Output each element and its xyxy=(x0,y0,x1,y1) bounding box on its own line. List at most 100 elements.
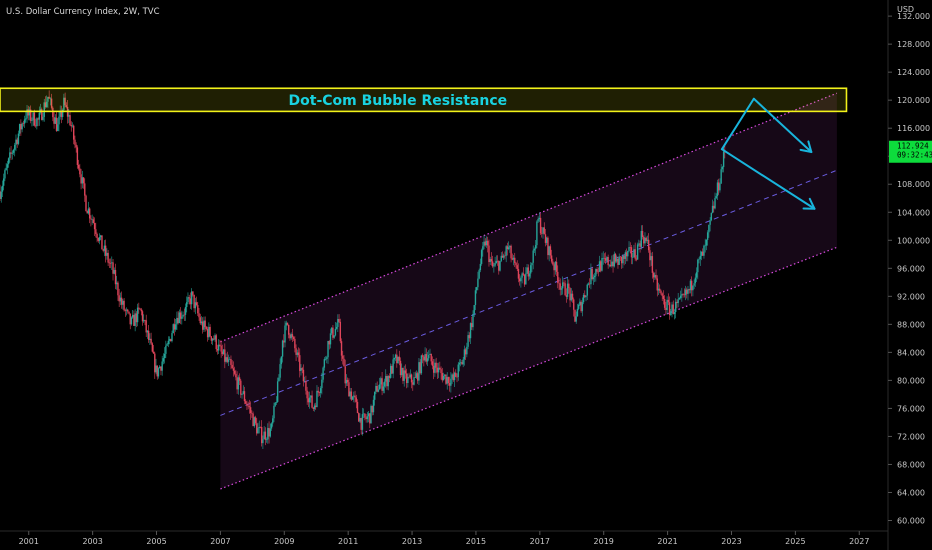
candle-body xyxy=(204,320,206,328)
candle-body xyxy=(682,294,684,295)
candle-body xyxy=(555,261,558,272)
candle-body xyxy=(616,258,618,262)
candle-body xyxy=(119,297,122,302)
candle-body xyxy=(216,349,219,351)
candle-body xyxy=(345,379,348,384)
candle-body xyxy=(661,293,663,296)
candle-body xyxy=(154,353,156,373)
candle-body xyxy=(64,97,66,106)
candle-body xyxy=(543,227,545,235)
candle-body xyxy=(321,379,323,389)
candle-body xyxy=(383,381,386,387)
candle-body xyxy=(265,439,268,440)
candle-body xyxy=(526,267,528,274)
candle-body xyxy=(146,330,149,333)
candle-body xyxy=(348,382,350,397)
candle-body xyxy=(161,361,163,371)
candle-body xyxy=(75,144,77,148)
candle-body xyxy=(81,177,84,184)
candle-body xyxy=(294,338,296,349)
candle-body xyxy=(143,320,145,322)
candle-body xyxy=(140,309,142,312)
candle-body xyxy=(114,269,117,285)
time-axis[interactable]: 2001 2003 2005 2007 2009 2011 2013 2015 2017 2019… xyxy=(19,531,870,546)
candle-body xyxy=(36,118,38,127)
candle-body xyxy=(210,336,213,341)
candle-body xyxy=(109,262,112,264)
candle-body xyxy=(482,246,484,251)
candle-body xyxy=(179,312,182,319)
candle-body xyxy=(344,366,346,384)
candle-body xyxy=(195,302,198,306)
candle-body xyxy=(108,262,111,264)
candle-body xyxy=(413,377,415,385)
projection-arrows[interactable] xyxy=(720,97,816,210)
candle-body xyxy=(401,368,403,376)
candle-body xyxy=(480,250,483,264)
candle-body xyxy=(448,383,451,386)
candle-body xyxy=(699,255,701,260)
candle-body xyxy=(721,167,724,170)
candle-body xyxy=(288,324,290,335)
candle-body xyxy=(665,307,667,310)
candle-body xyxy=(713,205,715,209)
candle-body xyxy=(471,323,473,328)
candle-body xyxy=(260,427,263,444)
candle-body xyxy=(592,277,595,280)
candle-body xyxy=(106,252,108,256)
candle-body xyxy=(0,191,2,199)
candle-body xyxy=(150,338,152,344)
candle-body xyxy=(675,301,677,313)
candle-body xyxy=(269,428,271,437)
candle-body xyxy=(532,250,534,263)
candle-body xyxy=(97,238,99,241)
candle-body xyxy=(73,125,75,140)
candle-body xyxy=(376,385,378,392)
candle-body xyxy=(278,377,280,382)
candle-body xyxy=(522,273,525,275)
candle-body xyxy=(171,333,173,342)
candle-body xyxy=(229,359,231,360)
candle-body xyxy=(315,405,317,408)
candle-body xyxy=(382,386,385,391)
candle-body xyxy=(251,413,253,414)
candle-body xyxy=(606,257,608,261)
candle-body xyxy=(530,265,532,274)
candle-body xyxy=(396,354,398,364)
candle-body xyxy=(107,252,109,263)
candle-body xyxy=(461,362,463,365)
candle-body xyxy=(333,335,335,338)
candle-body xyxy=(252,413,254,427)
candle-body xyxy=(151,343,154,352)
arrow-segment xyxy=(752,97,813,154)
candle-body xyxy=(559,283,561,290)
candle-body xyxy=(424,354,426,361)
candle-body xyxy=(208,326,210,338)
candle-body xyxy=(337,318,339,327)
price-tick-label: 60.000 xyxy=(897,516,925,525)
candle-body xyxy=(181,316,183,319)
candle-body xyxy=(488,245,490,263)
candle-body xyxy=(457,364,459,377)
current-price-tag: 112.924 09:32:43 xyxy=(889,140,932,163)
candle-body xyxy=(655,274,657,279)
candle-body xyxy=(426,358,429,362)
candle-body xyxy=(9,152,11,159)
candle-body xyxy=(125,309,128,311)
candle-body xyxy=(11,152,13,154)
candle-body xyxy=(172,324,174,334)
candle-body xyxy=(638,243,640,245)
candle-body xyxy=(43,102,45,117)
candle-body xyxy=(183,314,185,316)
candle-body xyxy=(54,117,56,124)
candle-body xyxy=(544,234,547,243)
arrow-segment xyxy=(720,148,816,210)
candle-body xyxy=(419,362,421,374)
candle-body xyxy=(565,295,568,297)
candle-body xyxy=(214,335,216,340)
candle-body xyxy=(646,239,649,241)
candle-body xyxy=(602,258,604,259)
candle-body xyxy=(27,109,29,116)
resistance-zone[interactable]: Dot-Com Bubble Resistance xyxy=(0,87,848,113)
